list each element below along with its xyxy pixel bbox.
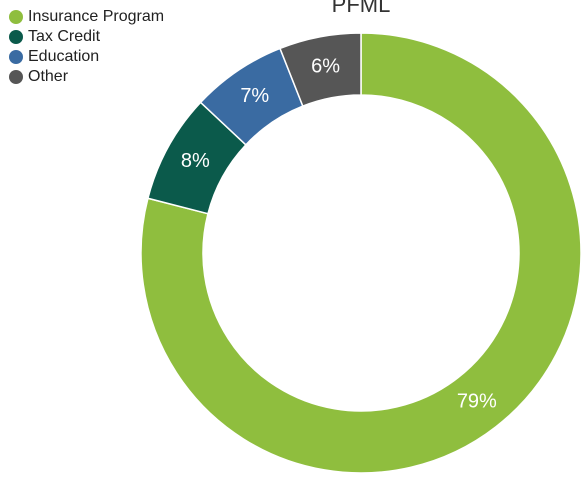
legend-label: Insurance Program: [28, 8, 164, 25]
data-label: 7%: [240, 85, 269, 107]
data-label: 79%: [457, 391, 497, 413]
chart-title: PFML: [332, 0, 391, 17]
donut-segment: [279, 32, 362, 108]
legend-marker: [9, 70, 23, 84]
data-label: 6%: [311, 56, 340, 78]
legend-marker: [9, 10, 23, 24]
legend-marker: [9, 50, 23, 64]
legend-label: Tax Credit: [28, 28, 101, 45]
data-label: 8%: [181, 150, 210, 172]
legend-marker: [9, 30, 23, 44]
legend-label: Other: [28, 68, 69, 85]
legend-label: Education: [28, 48, 99, 65]
